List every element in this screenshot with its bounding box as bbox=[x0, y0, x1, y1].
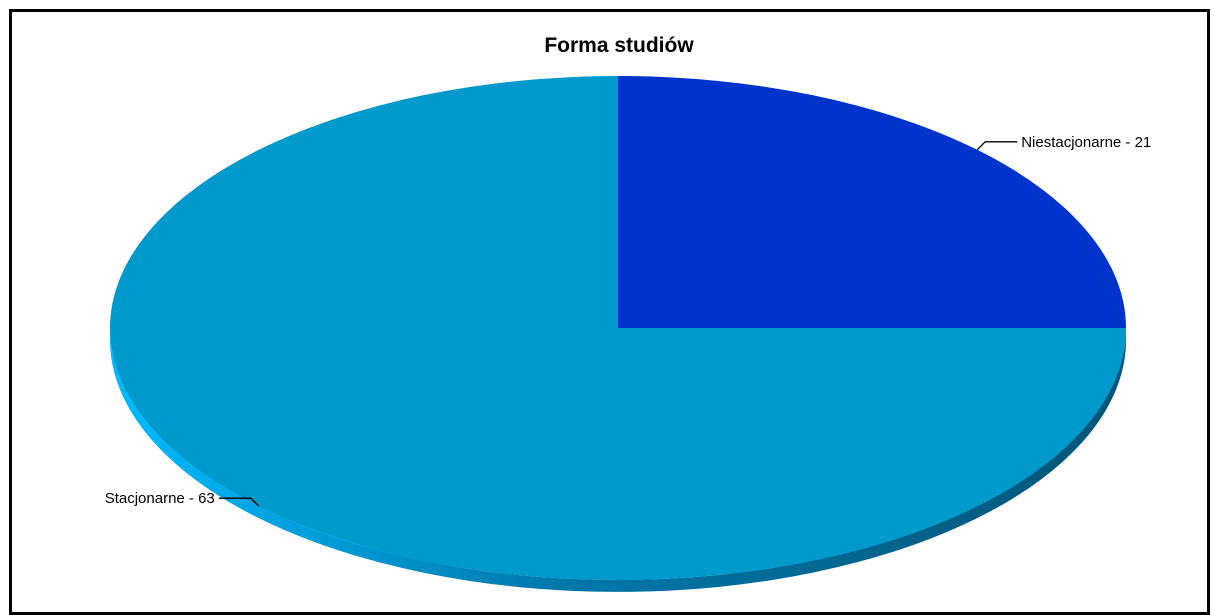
pie-slice-stacjonarne bbox=[110, 76, 1126, 580]
slice-label-niestacjonarne: Niestacjonarne - 21 bbox=[1021, 134, 1151, 151]
chart-title: Forma studiów bbox=[544, 34, 694, 57]
leader-line-niestacjonarne bbox=[976, 141, 1018, 151]
pie-slices bbox=[110, 76, 1126, 580]
slice-label-stacjonarne: Stacjonarne - 63 bbox=[105, 490, 215, 507]
pie-labels: Niestacjonarne - 21 Stacjonarne - 63 bbox=[105, 134, 1152, 507]
pie-slice-niestacjonarne bbox=[618, 76, 1126, 328]
leader-line-stacjonarne bbox=[218, 497, 260, 507]
